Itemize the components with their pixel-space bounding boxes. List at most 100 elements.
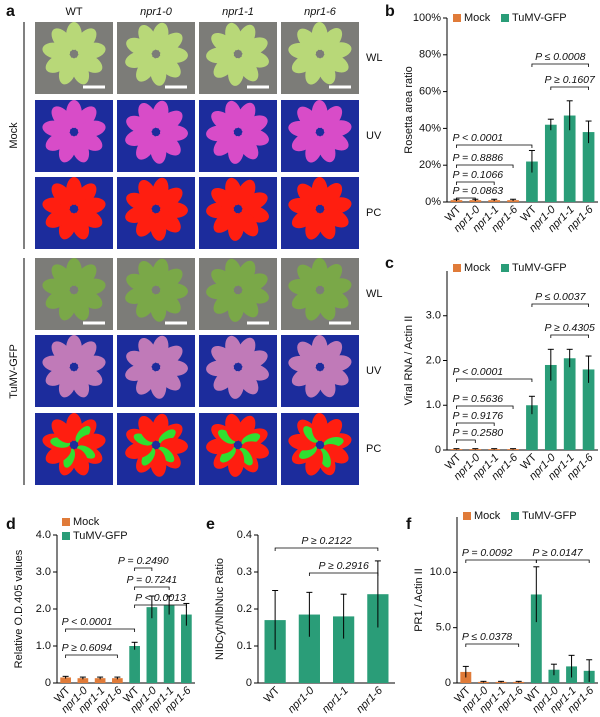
p-value: P ≥ 0.4305: [545, 322, 595, 334]
bar: [530, 594, 542, 683]
panel-letter: a: [6, 3, 15, 20]
column-label: npr1-0: [140, 6, 173, 18]
bar: [544, 124, 557, 202]
y-tick-label: 1.0: [426, 399, 441, 411]
y-tick-label: 40%: [419, 122, 441, 134]
y-tick-label: 3.0: [426, 310, 441, 322]
y-tick-label: 0: [45, 677, 51, 689]
significance-bracket: [308, 572, 379, 576]
bar: [264, 620, 286, 683]
leaf: [157, 368, 181, 391]
bar: [60, 677, 71, 683]
leaf: [311, 258, 328, 287]
bar: [582, 369, 595, 450]
y-axis-label: PR1 / Actin II: [413, 568, 425, 632]
significance-bracket: [465, 643, 520, 647]
leaf: [51, 341, 74, 366]
leaf: [311, 100, 328, 129]
leaf: [311, 413, 328, 442]
p-value: P < 0.0001: [62, 616, 113, 628]
column-label: npr1-1: [222, 6, 254, 18]
leaf: [157, 210, 181, 233]
legend-label: Mock: [474, 510, 501, 522]
y-axis-label: Rosetta area ratio: [403, 66, 415, 153]
legend-label: Mock: [73, 516, 100, 528]
p-value: P = 0.1066: [452, 169, 503, 181]
gfp-leaf: [238, 447, 253, 466]
leaf: [297, 28, 320, 53]
leaf: [297, 183, 320, 208]
legend-label: TuMV-GFP: [512, 262, 567, 274]
leaf: [51, 419, 74, 444]
bar: [563, 358, 576, 450]
p-value: P ≥ 0.2916: [318, 560, 368, 572]
leaf: [225, 258, 243, 287]
bar: [544, 364, 557, 450]
bar: [146, 607, 158, 683]
legend-swatch: [453, 264, 461, 272]
significance-bracket: [535, 559, 590, 563]
bar: [181, 614, 192, 683]
leaf: [213, 210, 237, 233]
bar: [333, 616, 355, 683]
leaf: [297, 341, 320, 366]
panel-letter: e: [206, 516, 215, 533]
leaf: [138, 102, 158, 129]
leaf: [138, 415, 158, 442]
leaf: [74, 183, 97, 208]
p-value: P ≤ 0.0037: [535, 291, 586, 303]
legend-swatch: [62, 518, 70, 526]
gfp-leaf: [219, 446, 236, 463]
row-label: PC: [366, 207, 381, 219]
significance-bracket: [456, 144, 533, 148]
legend-swatch: [511, 512, 519, 520]
leaf: [297, 106, 320, 131]
legend-swatch: [453, 14, 461, 22]
y-tick-label: 20%: [419, 159, 441, 171]
x-tick-label: npr1-1: [320, 685, 351, 716]
panel-letter: b: [385, 3, 395, 20]
leaf: [225, 177, 243, 206]
row-label: UV: [366, 365, 382, 377]
column-label: WT: [65, 6, 82, 18]
leaf: [213, 55, 237, 78]
y-tick-label: 3.0: [36, 566, 51, 578]
significance-bracket: [456, 197, 476, 201]
leaf: [213, 133, 237, 156]
bar: [548, 669, 560, 683]
significance-bracket: [134, 586, 170, 590]
significance-bracket: [531, 63, 589, 67]
leaf: [213, 368, 237, 391]
y-tick-label: 0%: [425, 196, 441, 208]
significance-bracket: [456, 181, 495, 185]
significance-bracket: [456, 378, 533, 382]
bar: [94, 678, 106, 683]
bar: [526, 161, 538, 202]
leaf: [311, 335, 328, 364]
bar: [563, 115, 576, 202]
group-label: Mock: [8, 122, 20, 149]
column-label: npr1-6: [304, 6, 337, 18]
p-value: P = 0.9176: [452, 410, 503, 422]
significance-bracket: [456, 439, 476, 443]
legend-swatch: [62, 532, 70, 540]
legend-swatch: [463, 512, 471, 520]
x-tick-label: WT: [262, 684, 283, 705]
bar: [582, 132, 595, 202]
p-value: P = 0.0863: [452, 185, 503, 197]
legend-label: TuMV-GFP: [512, 12, 567, 24]
leaf: [138, 179, 158, 206]
y-tick-label: 60%: [419, 86, 441, 98]
significance-bracket: [456, 405, 514, 409]
leaf: [297, 264, 320, 289]
p-value: P = 0.0092: [462, 547, 513, 559]
group-label: TuMV-GFP: [8, 344, 20, 399]
legend-label: TuMV-GFP: [522, 510, 577, 522]
p-value: P = 0.7241: [127, 574, 178, 586]
leaf: [138, 260, 158, 287]
row-label: UV: [366, 130, 382, 142]
p-value: P = 0.2490: [118, 555, 169, 567]
y-tick-label: 0: [435, 444, 441, 456]
significance-bracket: [65, 628, 136, 632]
